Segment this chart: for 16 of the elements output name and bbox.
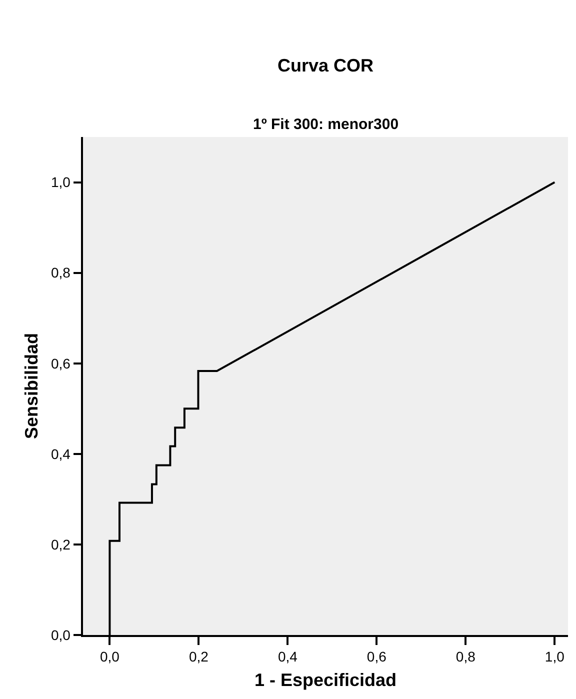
x-tick-label: 0,0 <box>100 648 120 665</box>
x-tick-label: 0,8 <box>456 648 476 665</box>
y-tick-label: 0,0 <box>50 626 71 643</box>
x-tick-label: 1,0 <box>544 648 565 665</box>
y-tick-label: 0,4 <box>50 446 71 462</box>
x-tick-label: 0,2 <box>188 648 209 665</box>
y-axis-title: Sensibilidad <box>22 332 42 440</box>
y-tick-label: 0,6 <box>50 355 71 372</box>
y-tick-label: 0,2 <box>50 536 71 552</box>
y-tick-label: 1,0 <box>50 174 71 190</box>
chart-subtitle: 1º Fit 300: menor300 <box>253 116 399 133</box>
chart-title: Curva COR <box>277 55 374 76</box>
x-tick-label: 0,6 <box>366 648 387 665</box>
y-tick-label: 0,8 <box>50 264 71 281</box>
x-tick-label: 0,4 <box>278 648 298 665</box>
x-axis-title: 1 - Especificidad <box>254 670 397 690</box>
